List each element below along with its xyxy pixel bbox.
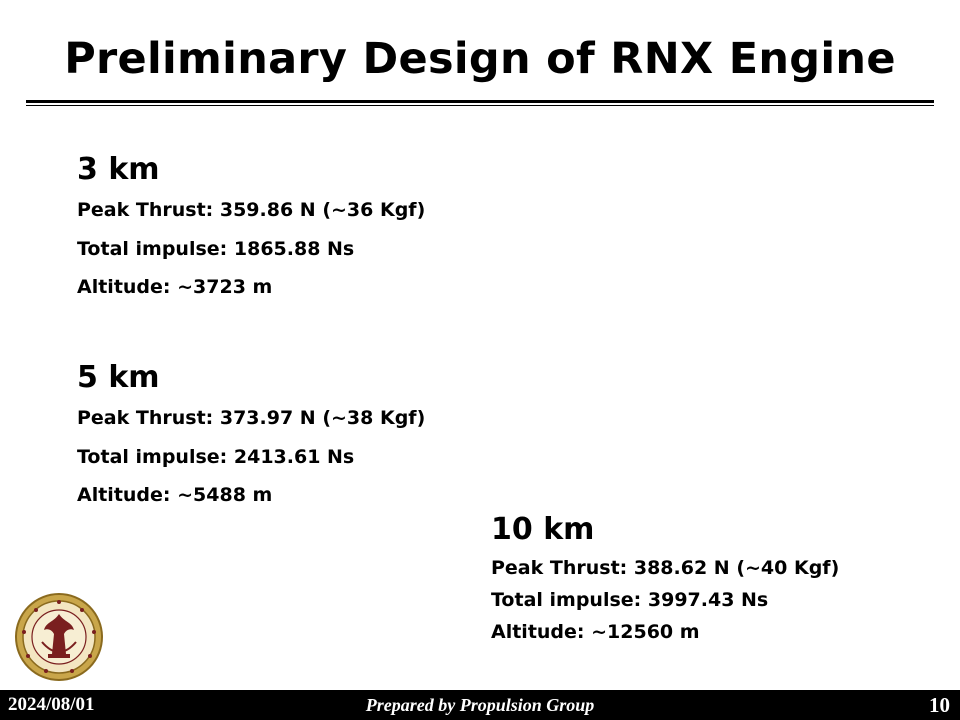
university-seal-icon	[14, 592, 104, 682]
footer-bar: 2024/08/01 Prepared by Propulsion Group …	[0, 690, 960, 720]
section-heading: 5 km	[77, 360, 160, 395]
section-heading: 10 km	[491, 512, 595, 547]
footer-date: 2024/08/01	[8, 694, 95, 715]
footer-prepared-by: Prepared by Propulsion Group	[365, 695, 595, 715]
peak-thrust-text: Peak Thrust: 359.86 N (~36 Kgf)	[77, 199, 426, 221]
altitude-text: Altitude: ~12560 m	[491, 621, 700, 643]
total-impulse-text: Total impulse: 1865.88 Ns	[77, 237, 355, 260]
section-heading: 3 km	[77, 152, 160, 187]
total-impulse-text: Total impulse: 2413.61 Ns	[77, 445, 355, 468]
altitude-text: Altitude: ~5488 m	[77, 484, 273, 506]
section-3km: 3 km Peak Thrust: 359.86 N (~36 Kgf) Tot…	[77, 152, 425, 314]
section-5km: 5 km Peak Thrust: 373.97 N (~38 Kgf) Tot…	[77, 360, 425, 522]
altitude-text: Altitude: ~3723 m	[77, 276, 273, 298]
page-number: 10	[929, 693, 950, 717]
slide-title: Preliminary Design of RNX Engine	[64, 34, 896, 84]
section-10km: 10 km Peak Thrust: 388.62 N (~40 Kgf) To…	[491, 512, 839, 652]
total-impulse-text: Total impulse: 3997.43 Ns	[491, 589, 769, 611]
title-rule-thick	[26, 100, 934, 103]
title-rule-thin	[26, 105, 934, 106]
peak-thrust-text: Peak Thrust: 373.97 N (~38 Kgf)	[77, 407, 426, 429]
peak-thrust-text: Peak Thrust: 388.62 N (~40 Kgf)	[491, 557, 840, 579]
